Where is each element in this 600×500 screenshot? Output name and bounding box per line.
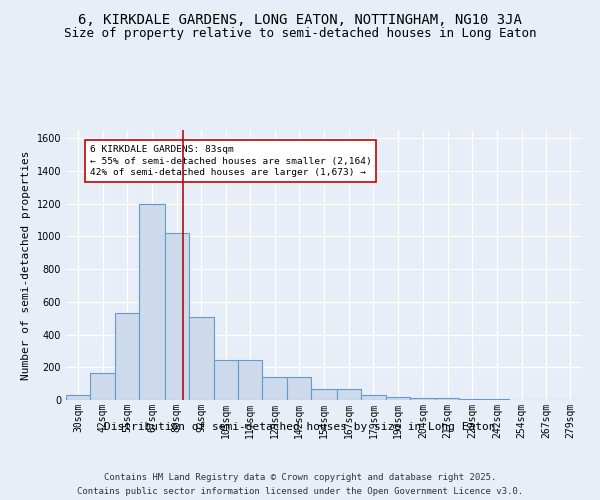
Bar: [410, 398, 436, 400]
Bar: [287, 377, 311, 400]
Bar: [262, 377, 287, 400]
Text: Contains public sector information licensed under the Open Government Licence v3: Contains public sector information licen…: [77, 488, 523, 496]
Bar: [485, 399, 509, 400]
Bar: [90, 373, 115, 400]
Bar: [361, 395, 386, 400]
Bar: [460, 399, 485, 400]
Bar: [436, 398, 460, 400]
Bar: [311, 390, 337, 400]
Bar: [139, 204, 165, 400]
Bar: [115, 314, 139, 400]
Text: Distribution of semi-detached houses by size in Long Eaton: Distribution of semi-detached houses by …: [104, 422, 496, 432]
Bar: [386, 396, 410, 400]
Bar: [165, 233, 188, 400]
Text: 6 KIRKDALE GARDENS: 83sqm
← 55% of semi-detached houses are smaller (2,164)
42% : 6 KIRKDALE GARDENS: 83sqm ← 55% of semi-…: [90, 144, 371, 178]
Text: Size of property relative to semi-detached houses in Long Eaton: Size of property relative to semi-detach…: [64, 28, 536, 40]
Y-axis label: Number of semi-detached properties: Number of semi-detached properties: [21, 150, 31, 380]
Text: Contains HM Land Registry data © Crown copyright and database right 2025.: Contains HM Land Registry data © Crown c…: [104, 472, 496, 482]
Bar: [337, 390, 361, 400]
Bar: [214, 360, 238, 400]
Bar: [66, 395, 90, 400]
Bar: [238, 360, 262, 400]
Bar: [188, 316, 214, 400]
Text: 6, KIRKDALE GARDENS, LONG EATON, NOTTINGHAM, NG10 3JA: 6, KIRKDALE GARDENS, LONG EATON, NOTTING…: [78, 12, 522, 26]
